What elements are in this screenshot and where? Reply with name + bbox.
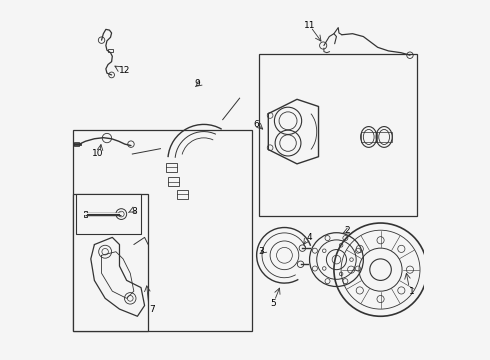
Text: 7: 7: [149, 305, 155, 314]
Text: 9: 9: [195, 79, 200, 88]
Text: 11: 11: [304, 21, 316, 30]
Bar: [76, 194, 141, 234]
Text: 1: 1: [409, 287, 415, 296]
Text: 4: 4: [307, 233, 312, 242]
Bar: [361, 132, 377, 142]
Text: 8: 8: [131, 207, 137, 216]
Bar: [168, 177, 179, 186]
Text: 10: 10: [92, 149, 103, 158]
Bar: [73, 194, 148, 330]
Bar: [74, 142, 79, 146]
Bar: [166, 163, 177, 172]
Text: 5: 5: [270, 299, 276, 308]
Text: 2: 2: [344, 226, 350, 235]
Bar: [177, 190, 188, 199]
Bar: [376, 132, 392, 142]
Text: 3: 3: [259, 247, 265, 256]
Bar: [73, 130, 252, 330]
Bar: [259, 54, 417, 216]
Bar: [108, 49, 113, 52]
Text: 6: 6: [254, 120, 259, 129]
Bar: [84, 211, 87, 217]
Text: 12: 12: [119, 66, 130, 75]
